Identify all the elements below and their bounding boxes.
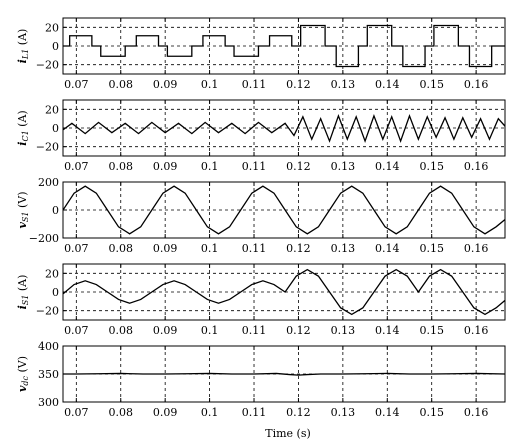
xtick-label-iS1-3: 0.1: [201, 324, 219, 337]
xtick-label-vS1-6: 0.13: [331, 242, 356, 255]
y-axis-label-symbol-vS1: v: [16, 222, 29, 229]
xtick-label-iC1-3: 0.1: [201, 160, 219, 173]
x-axis-label: Time (s): [265, 427, 311, 440]
ytick-label-iL1-1: 0: [52, 40, 59, 53]
ytick-label-iC1-0: −20: [36, 141, 59, 154]
y-axis-label-vdc: vdc (V): [16, 356, 30, 392]
xtick-label-vdc-2: 0.09: [153, 406, 178, 419]
xtick-label-vdc-5: 0.12: [286, 406, 311, 419]
y-axis-label-subscript-iL1: L1: [21, 49, 30, 60]
y-axis-label-unit-iS1: (A): [16, 275, 29, 295]
xtick-label-vdc-6: 0.13: [331, 406, 356, 419]
xtick-label-iS1-0: 0.07: [64, 324, 89, 337]
xtick-label-iS1-2: 0.09: [153, 324, 178, 337]
xtick-label-vS1-2: 0.09: [153, 242, 178, 255]
xtick-label-vS1-3: 0.1: [201, 242, 219, 255]
y-axis-label-iC1: iC1 (A): [16, 110, 30, 145]
xtick-label-iC1-6: 0.13: [331, 160, 356, 173]
panel-iS1: 0.07 0.08 0.09 0.1 0.11 0.12 0.13 0.14 0.15 0.16 −…: [16, 263, 506, 337]
ytick-label-vS1-0: −200: [29, 232, 59, 245]
y-axis-label-subscript-iS1: S1: [21, 295, 30, 306]
xtick-label-iC1-4: 0.11: [242, 160, 267, 173]
series-line-vS1-0: [63, 185, 505, 235]
xtick-label-vS1-9: 0.16: [464, 242, 489, 255]
xtick-label-iC1-0: 0.07: [64, 160, 89, 173]
y-axis-label-iS1: iS1 (A): [16, 275, 30, 310]
xtick-label-iC1-1: 0.08: [108, 160, 133, 173]
xtick-label-vdc-8: 0.15: [419, 406, 444, 419]
ytick-label-iS1-2: 20: [45, 267, 59, 280]
xtick-label-vS1-0: 0.07: [64, 242, 89, 255]
y-axis-label-unit-iC1: (A): [16, 110, 29, 130]
y-axis-label-symbol-vdc: v: [16, 385, 29, 392]
xtick-label-vS1-8: 0.15: [419, 242, 444, 255]
ytick-label-vdc-1: 350: [38, 368, 59, 381]
panel-vS1: 0.07 0.08 0.09 0.1 0.11 0.12 0.13 0.14 0.15 0.16 −…: [16, 176, 506, 255]
xtick-label-iL1-3: 0.1: [201, 78, 219, 91]
ytick-label-iL1-0: −20: [36, 59, 59, 72]
xtick-label-iC1-2: 0.09: [153, 160, 178, 173]
ytick-label-vdc-2: 400: [38, 340, 59, 353]
xtick-label-vdc-1: 0.08: [108, 406, 133, 419]
xtick-label-iS1-5: 0.12: [286, 324, 311, 337]
panels: 0.07 0.08 0.09 0.1 0.11 0.12 0.13 0.14 0.15 0.16 −…: [16, 17, 506, 419]
series-line-iS1-0: [63, 268, 505, 316]
xtick-label-iC1-9: 0.16: [464, 160, 489, 173]
xtick-label-iL1-6: 0.13: [331, 78, 356, 91]
xtick-label-iL1-9: 0.16: [464, 78, 489, 91]
y-axis-label-symbol-iS1: i: [16, 305, 29, 309]
xtick-label-vdc-9: 0.16: [464, 406, 489, 419]
xtick-label-iS1-4: 0.11: [242, 324, 267, 337]
y-axis-label-unit-iL1: (A): [16, 29, 29, 49]
xtick-label-iS1-6: 0.13: [331, 324, 356, 337]
ytick-label-vS1-1: 0: [52, 204, 59, 217]
series-line-vdc-0: [63, 372, 505, 376]
y-axis-label-iL1: iL1 (A): [16, 29, 30, 64]
y-axis-label-subscript-iC1: C1: [21, 130, 30, 141]
ytick-label-vS1-2: 200: [38, 176, 59, 189]
xtick-label-vS1-7: 0.14: [375, 242, 400, 255]
xtick-label-iC1-7: 0.14: [375, 160, 400, 173]
xtick-label-iL1-2: 0.09: [153, 78, 178, 91]
xtick-label-iL1-8: 0.15: [419, 78, 444, 91]
xtick-label-vdc-3: 0.1: [201, 406, 219, 419]
xtick-label-iS1-1: 0.08: [108, 324, 133, 337]
y-axis-label-symbol-iC1: i: [16, 142, 29, 146]
xtick-label-iL1-1: 0.08: [108, 78, 133, 91]
ytick-label-iC1-1: 0: [52, 122, 59, 135]
xtick-label-iL1-7: 0.14: [375, 78, 400, 91]
ytick-label-iC1-2: 20: [45, 103, 59, 116]
xtick-label-iL1-5: 0.12: [286, 78, 311, 91]
y-axis-label-symbol-iL1: i: [16, 59, 29, 63]
panel-iC1: 0.07 0.08 0.09 0.1 0.11 0.12 0.13 0.14 0.15 0.16 −…: [16, 99, 506, 173]
xtick-label-iS1-7: 0.14: [375, 324, 400, 337]
xtick-label-iS1-9: 0.16: [464, 324, 489, 337]
ytick-label-iS1-1: 0: [52, 286, 59, 299]
panel-iL1: 0.07 0.08 0.09 0.1 0.11 0.12 0.13 0.14 0.15 0.16 −…: [16, 17, 506, 91]
y-axis-label-subscript-vdc: dc: [21, 375, 30, 385]
xtick-label-vdc-0: 0.07: [64, 406, 89, 419]
xtick-label-iL1-0: 0.07: [64, 78, 89, 91]
y-axis-label-subscript-vS1: S1: [21, 212, 30, 223]
y-axis-label-unit-vS1: (V): [16, 191, 29, 211]
xtick-label-vdc-7: 0.14: [375, 406, 400, 419]
xtick-label-vS1-4: 0.11: [242, 242, 267, 255]
xtick-label-vS1-5: 0.12: [286, 242, 311, 255]
xtick-label-vdc-4: 0.11: [242, 406, 267, 419]
xtick-label-iL1-4: 0.11: [242, 78, 267, 91]
ytick-label-vdc-0: 300: [38, 396, 59, 409]
ytick-label-iL1-2: 20: [45, 21, 59, 34]
ytick-label-iS1-0: −20: [36, 305, 59, 318]
y-axis-label-vS1: vS1 (V): [16, 191, 30, 228]
series-line-iC1-0: [63, 113, 505, 143]
xtick-label-iC1-5: 0.12: [286, 160, 311, 173]
y-axis-label-unit-vdc: (V): [16, 356, 29, 376]
panel-vdc: 0.07 0.08 0.09 0.1 0.11 0.12 0.13 0.14 0.15 0.16 3…: [16, 340, 506, 419]
xtick-label-vS1-1: 0.08: [108, 242, 133, 255]
xtick-label-iC1-8: 0.15: [419, 160, 444, 173]
series-line-iL1-0: [63, 24, 505, 68]
xtick-label-iS1-8: 0.15: [419, 324, 444, 337]
